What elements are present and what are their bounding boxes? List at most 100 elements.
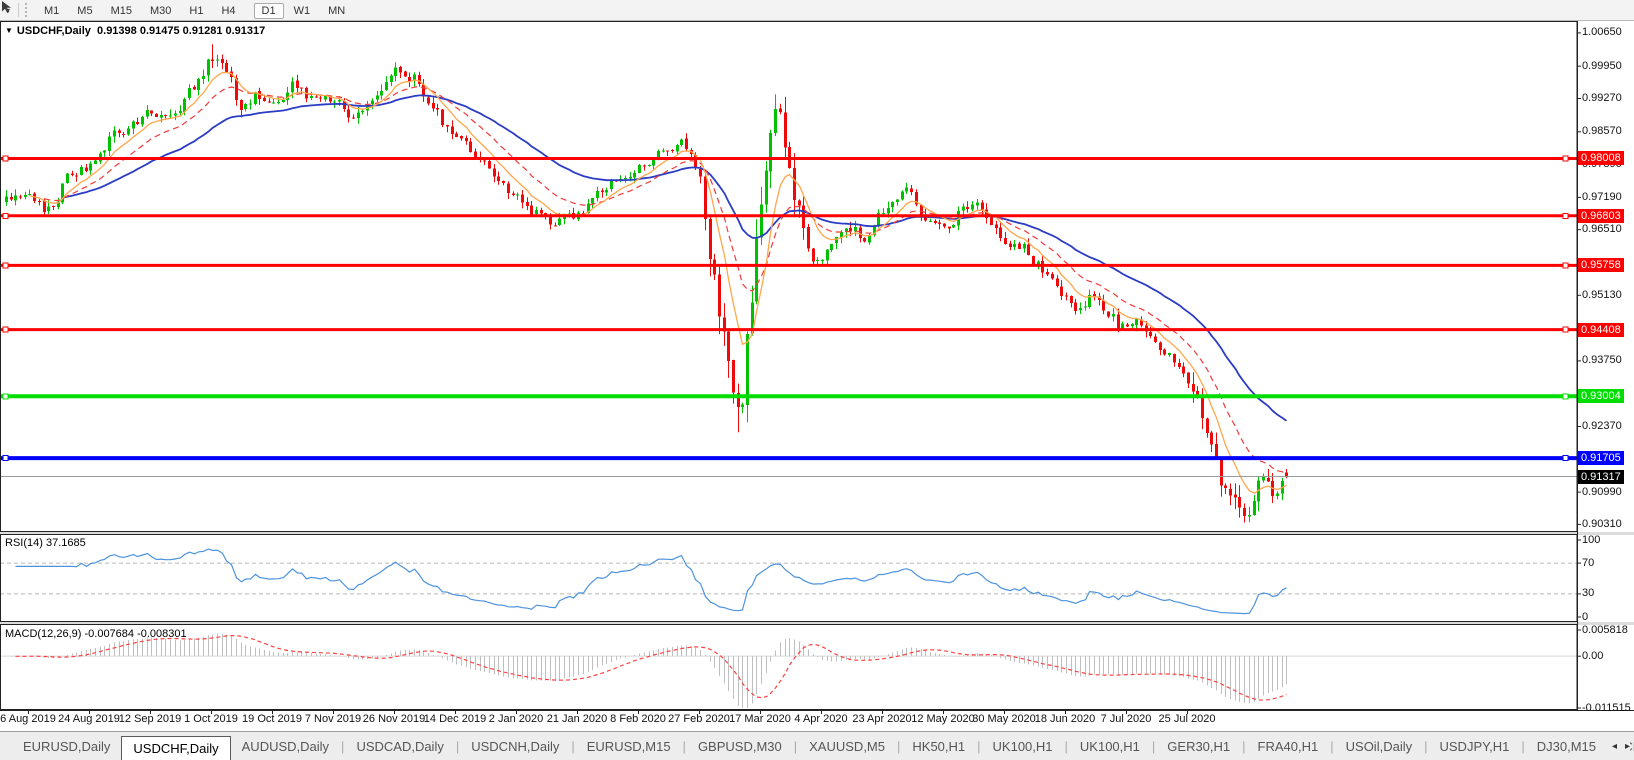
price-badge-0.98008: 0.98008 (1578, 151, 1624, 166)
macd-axis-tick: 0.005818 (1582, 623, 1628, 636)
tab-xauusd-m5[interactable]: XAUUSD,M5 (809, 738, 885, 754)
price-axis-tick: 0.99270 (1582, 91, 1622, 104)
date-axis-label: 30 May 2020 (972, 713, 1036, 725)
price-badge-0.94408: 0.94408 (1578, 322, 1624, 337)
price-badge-0.93004: 0.93004 (1578, 389, 1624, 404)
price-axis-tick: 0.92370 (1582, 419, 1622, 432)
tab-separator: | (1424, 739, 1428, 754)
macd-indicator-label: MACD(12,26,9) -0.007684 -0.008301 (5, 628, 187, 640)
hline-handle[interactable] (1562, 212, 1569, 219)
tab-eurusd-m15[interactable]: EURUSD,M15 (586, 738, 671, 754)
tab-ger30-h1[interactable]: GER30,H1 (1167, 738, 1231, 754)
candlestick-series (5, 44, 1288, 523)
macd-axis-tick: 0.00 (1582, 649, 1604, 662)
tab-separator: | (1151, 739, 1156, 754)
tab-usdcnh-daily[interactable]: USDCNH,Daily (471, 738, 560, 754)
hline-handle[interactable] (2, 455, 9, 462)
tab-eurusd-daily[interactable]: EURUSD,Daily (23, 738, 111, 754)
price-axis-tick: 0.98570 (1582, 125, 1622, 138)
tab-usdchf-daily[interactable]: USDCHF,Daily (121, 735, 231, 760)
hline-handle[interactable] (2, 393, 9, 400)
price-axis-tick: 0.90990 (1582, 485, 1622, 498)
timeframe-button-m5[interactable]: M5 (77, 5, 93, 17)
date-axis-label: 21 Jan 2020 (546, 713, 608, 725)
date-axis-label: 18 Jun 2020 (1034, 713, 1096, 725)
toolbar-grip-handle[interactable] (25, 3, 30, 17)
date-axis-label: 8 Feb 2020 (610, 713, 666, 725)
date-axis-label: 12 May 2020 (911, 713, 975, 725)
toolbar-separator (18, 3, 20, 17)
tab-scroll-right-icon[interactable]: ▸ (1624, 741, 1630, 752)
hline-handle[interactable] (1562, 155, 1569, 162)
date-axis-label: 25 Jul 2020 (1158, 713, 1216, 725)
price-axis-tick: 0.96510 (1582, 223, 1622, 236)
timeframe-button-m15[interactable]: M15 (110, 5, 132, 17)
hline-handle[interactable] (1562, 455, 1569, 462)
price-badge-0.96803: 0.96803 (1578, 208, 1624, 223)
date-axis-label: 17 Mar 2020 (729, 713, 791, 725)
hline-handle[interactable] (1562, 393, 1569, 400)
chart-tabs: EURUSD,Daily USDCHF,Daily AUDUSD,Daily | USD… (0, 732, 1634, 760)
ohlc-open: 0.91398 (97, 25, 137, 37)
hline-handle[interactable] (2, 326, 9, 333)
hline-handle[interactable] (2, 155, 9, 162)
rsi-axis-tick: 30 (1582, 587, 1595, 600)
tab-separator: | (341, 739, 345, 754)
tab-separator: | (1330, 739, 1334, 754)
chart-symbol-label: USDCHF,Daily (16, 25, 91, 37)
price-axis-tick: 0.93750 (1582, 354, 1622, 367)
tab-hk50-h1[interactable]: HK50,H1 (912, 738, 966, 754)
price-axis-tick: 0.97190 (1582, 190, 1622, 203)
hline-handle[interactable] (1562, 326, 1569, 333)
tab-separator: | (455, 739, 460, 754)
tab-usdjpy-h1[interactable]: USDJPY,H1 (1439, 738, 1510, 754)
chart-title: ▼ USDCHF,Daily 0.91398 0.91475 0.91281 0.… (5, 25, 265, 37)
tab-gbpusd-m30[interactable]: GBPUSD,M30 (697, 738, 782, 754)
hline-handle[interactable] (1562, 262, 1569, 269)
timeframe-button-w1[interactable]: W1 (293, 5, 311, 17)
tab-usoil-daily[interactable]: USOil,Daily (1345, 738, 1413, 754)
date-axis-label: 4 Apr 2020 (794, 713, 848, 725)
tab-scroll-arrows: ◂ ▸ (1603, 732, 1630, 760)
date-axis-label: 6 Aug 2019 (0, 713, 56, 725)
date-axis-label: 7 Nov 2019 (304, 713, 362, 725)
tab-usdcad-daily[interactable]: USDCAD,Daily (356, 738, 444, 754)
cursor-tool-button[interactable]: ▾ (0, 1, 14, 19)
date-axis-label: 2 Jan 2020 (488, 713, 544, 725)
ohlc-close: 0.91317 (225, 25, 266, 37)
tab-separator: | (571, 739, 575, 754)
tab-uk100-h1[interactable]: UK100,H1 (1079, 738, 1140, 754)
rsi-axis-tick: 70 (1582, 556, 1595, 569)
timeframe-button-group: M1 M5 M15 M30 H1 H4 D1 W1 MN (35, 1, 362, 19)
hline-handle[interactable] (2, 212, 9, 219)
timeframe-button-m1[interactable]: M1 (44, 5, 60, 17)
tab-uk100-h1[interactable]: UK100,H1 (992, 738, 1053, 754)
tab-scroll-left-icon[interactable]: ◂ (1611, 741, 1617, 752)
tab-audusd-daily[interactable]: AUDUSD,Daily (241, 738, 330, 754)
tab-fra40-h1[interactable]: FRA40,H1 (1257, 738, 1319, 754)
tab-separator: | (1242, 739, 1246, 754)
price-axis-tick: 0.95130 (1582, 288, 1622, 301)
tab-separator: | (897, 739, 901, 754)
price-axis-tick: 0.90310 (1582, 517, 1622, 530)
timeframe-button-d1[interactable]: D1 (253, 3, 284, 19)
rsi-indicator-label: RSI(14) 37.1685 (5, 537, 86, 549)
tab-dj30-m15[interactable]: DJ30,M15 (1536, 738, 1596, 754)
ohlc-high: 0.91475 (139, 25, 180, 37)
tab-separator: | (1521, 739, 1525, 754)
date-axis-label: 12 Sep 2019 (118, 713, 182, 725)
hline-handle[interactable] (2, 262, 9, 269)
timeframe-button-h1[interactable]: H1 (189, 5, 204, 17)
tab-separator: | (1064, 739, 1068, 754)
timeframe-button-m30[interactable]: M30 (149, 5, 172, 17)
macd-value: -0.007684 (84, 628, 135, 640)
price-axis-tick: 1.00650 (1582, 26, 1622, 39)
rsi-value: 37.1685 (45, 537, 86, 549)
chart-tab-bar: EURUSD,Daily USDCHF,Daily AUDUSD,Daily | USD… (0, 731, 1634, 760)
timeframe-button-h4[interactable]: H4 (221, 5, 236, 17)
symbol-dropdown-icon[interactable]: ▼ (5, 26, 13, 35)
date-axis-label: 1 Oct 2019 (184, 713, 238, 725)
date-axis-label: 26 Nov 2019 (362, 713, 426, 725)
timeframe-button-mn[interactable]: MN (328, 5, 346, 17)
